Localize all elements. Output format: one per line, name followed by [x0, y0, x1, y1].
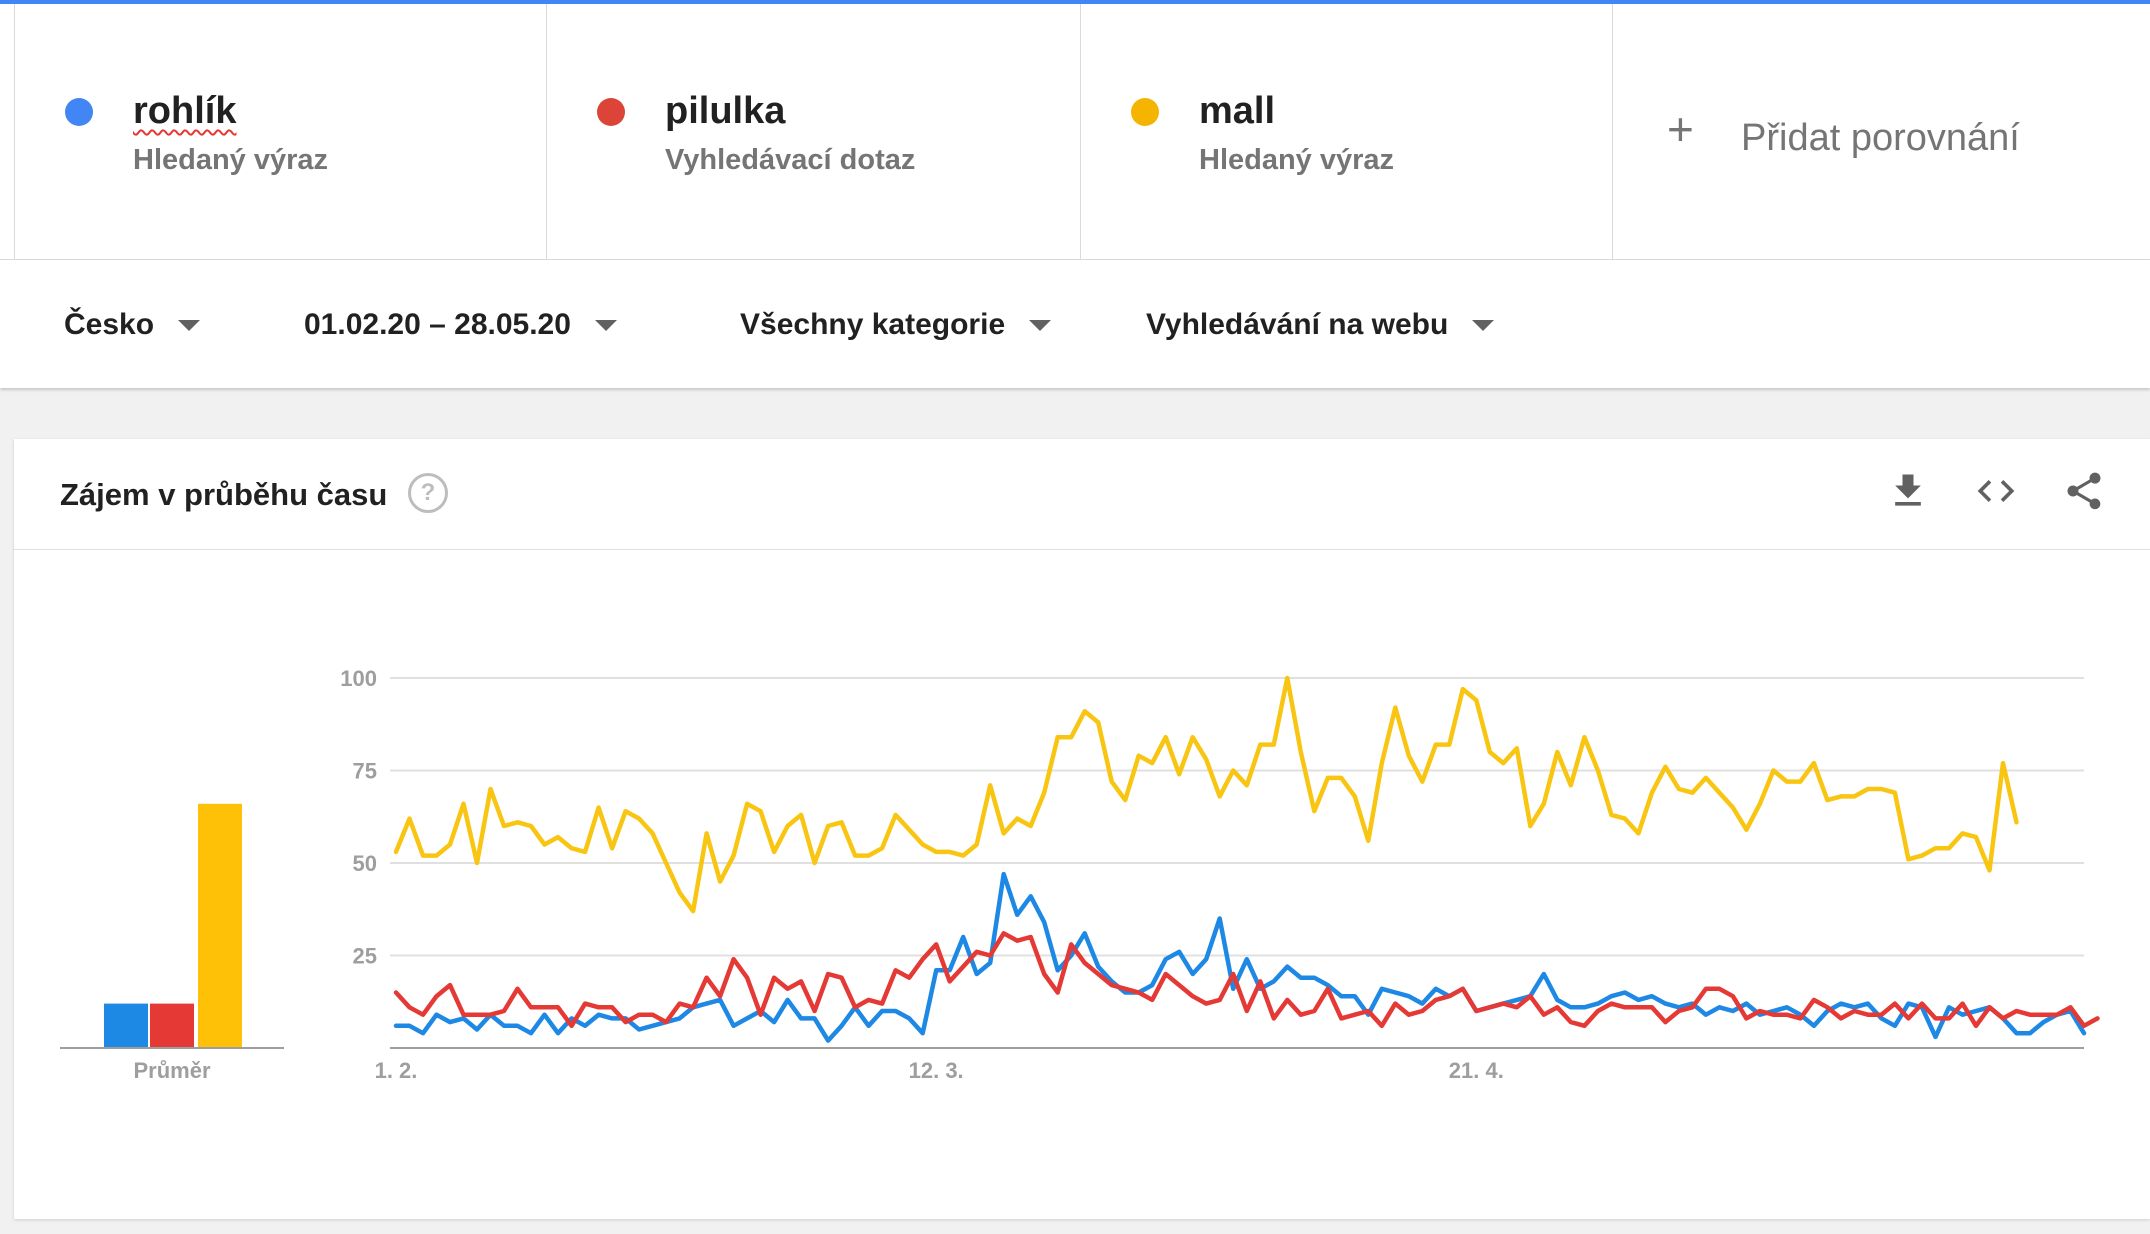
filters-bar: Česko 01.02.20 – 28.05.20 Všechny katego… [0, 260, 2150, 388]
date-range-value: 01.02.20 – 28.05.20 [304, 308, 571, 341]
dropdown-arrow-icon [1029, 319, 1052, 331]
term-type: Hledaný výraz [133, 144, 329, 176]
comparison-terms-bar: rohlík Hledaný výraz pilulka Vyhledávací… [0, 4, 2150, 260]
interest-over-time-card: Zájem v průběhu času ? [14, 439, 2150, 1219]
term-color-dot [65, 98, 93, 126]
region-dropdown[interactable]: Česko [64, 308, 201, 342]
card-header: Zájem v průběhu času ? [14, 439, 2150, 550]
average-bar-rohlík [104, 1003, 148, 1048]
dropdown-arrow-icon [178, 319, 201, 331]
top-accent-bar [0, 0, 2150, 4]
y-tick-label: 50 [353, 851, 377, 876]
term-name: rohlík [133, 90, 237, 132]
add-comparison-button[interactable]: + Přidat porovnání [1612, 4, 2150, 259]
search-type-value: Vyhledávání na webu [1146, 308, 1449, 341]
term-color-dot [597, 98, 625, 126]
category-value: Všechny kategorie [740, 308, 1006, 341]
term-type: Hledaný výraz [1199, 144, 1395, 176]
x-tick-label: 12. 3. [909, 1058, 964, 1083]
y-tick-label: 100 [340, 666, 377, 691]
term-card-pilulka[interactable]: pilulka Vyhledávací dotaz [546, 4, 1080, 259]
dropdown-arrow-icon [594, 319, 617, 331]
average-bar-pilulka [150, 1003, 194, 1048]
download-icon[interactable] [1886, 469, 1930, 513]
term-type: Vyhledávací dotaz [665, 144, 916, 176]
term-color-dot [1131, 98, 1159, 126]
search-type-dropdown[interactable]: Vyhledávání na webu [1146, 308, 1495, 342]
category-dropdown[interactable]: Všechny kategorie [740, 308, 1052, 342]
add-comparison-label: Přidat porovnání [1741, 117, 2020, 159]
series-line-mall [393, 675, 2019, 914]
term-name: pilulka [665, 90, 786, 132]
average-bar-mall [198, 803, 242, 1048]
help-icon[interactable]: ? [408, 473, 448, 513]
card-title: Zájem v průběhu času [60, 477, 388, 512]
term-name: mall [1199, 90, 1276, 132]
dropdown-arrow-icon [1472, 319, 1495, 331]
embed-code-icon[interactable] [1974, 469, 2018, 513]
x-tick-label: 1. 2. [375, 1058, 418, 1083]
term-card-mall[interactable]: mall Hledaný výraz [1080, 4, 1612, 259]
share-icon[interactable] [2062, 469, 2106, 513]
date-range-dropdown[interactable]: 01.02.20 – 28.05.20 [304, 308, 617, 342]
y-tick-label: 25 [353, 944, 377, 969]
y-tick-label: 75 [353, 759, 377, 784]
region-value: Česko [64, 308, 155, 341]
x-tick-label: 21. 4. [1449, 1058, 1504, 1083]
average-label: Průměr [133, 1058, 210, 1083]
plus-icon: + [1667, 103, 1694, 155]
term-card-rohlik[interactable]: rohlík Hledaný výraz [14, 4, 546, 259]
series-line-pilulka [393, 931, 2100, 1029]
